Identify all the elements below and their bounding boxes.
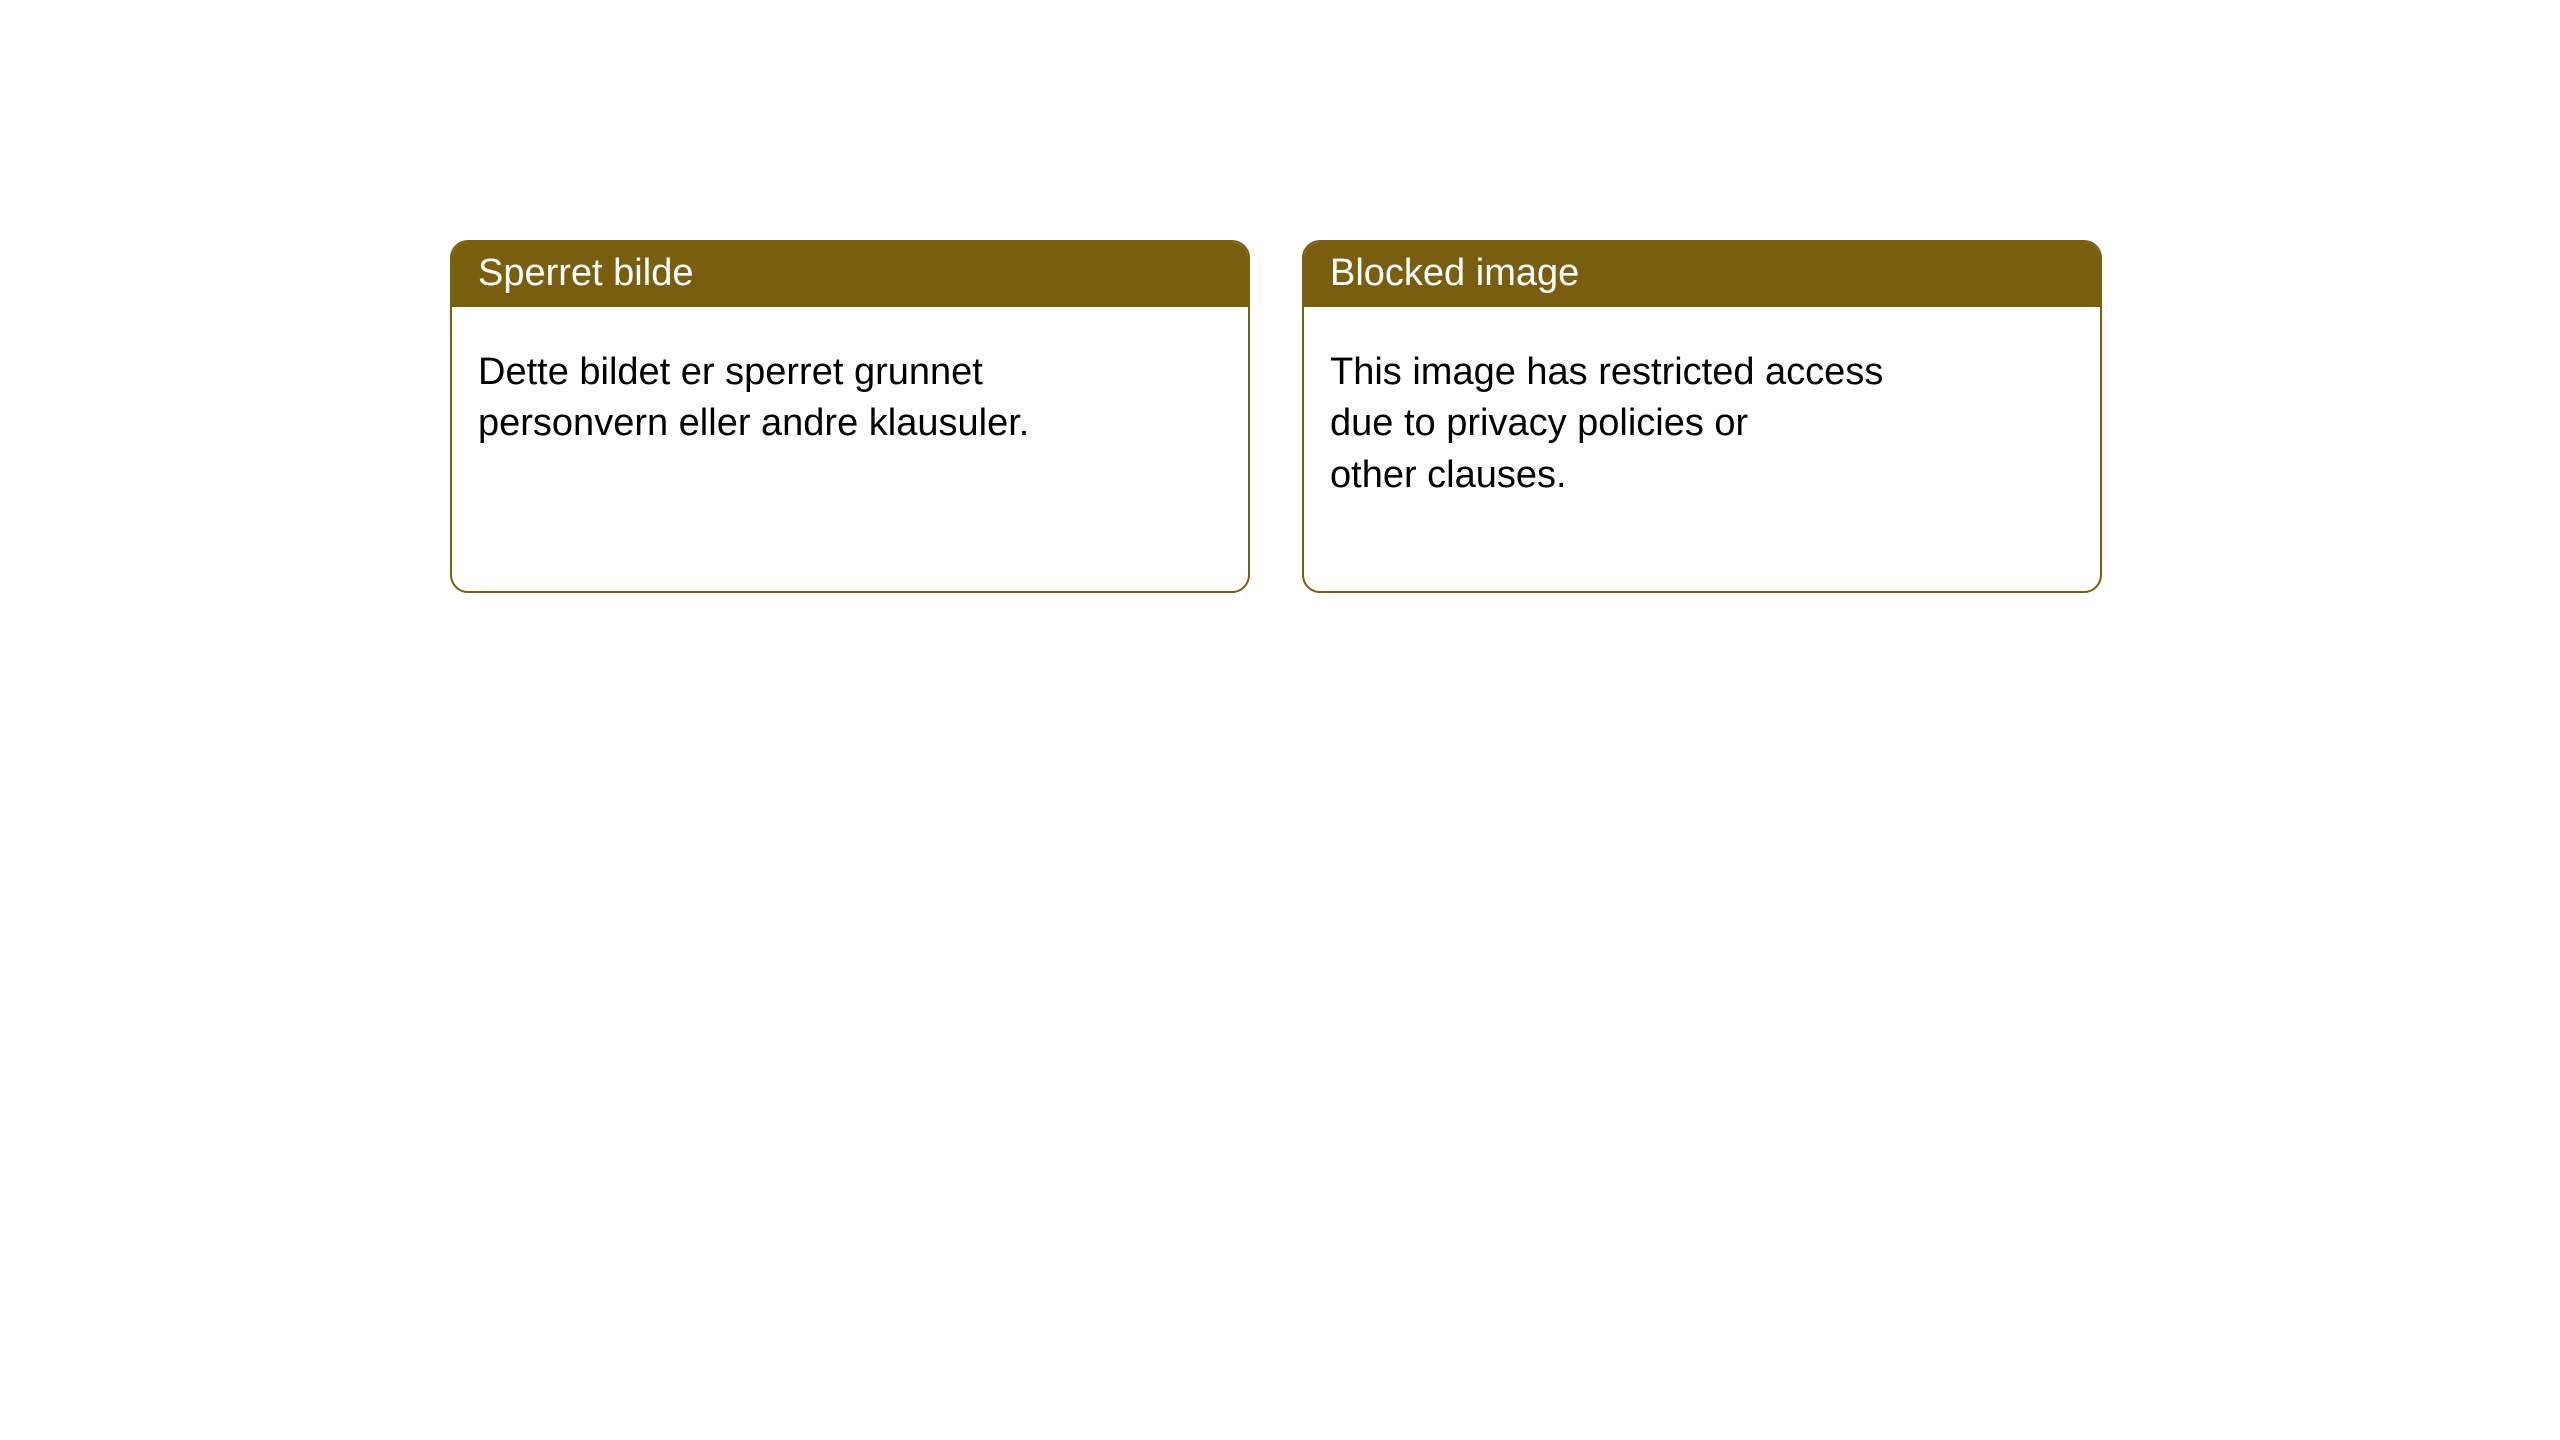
notice-container: Sperret bilde Dette bildet er sperret gr…: [0, 0, 2560, 593]
notice-title: Blocked image: [1304, 242, 2100, 307]
notice-card-english: Blocked image This image has restricted …: [1302, 240, 2102, 593]
notice-body-text: This image has restricted access due to …: [1304, 307, 2100, 591]
notice-body-text: Dette bildet er sperret grunnet personve…: [452, 307, 1248, 540]
notice-card-norwegian: Sperret bilde Dette bildet er sperret gr…: [450, 240, 1250, 593]
notice-title: Sperret bilde: [452, 242, 1248, 307]
